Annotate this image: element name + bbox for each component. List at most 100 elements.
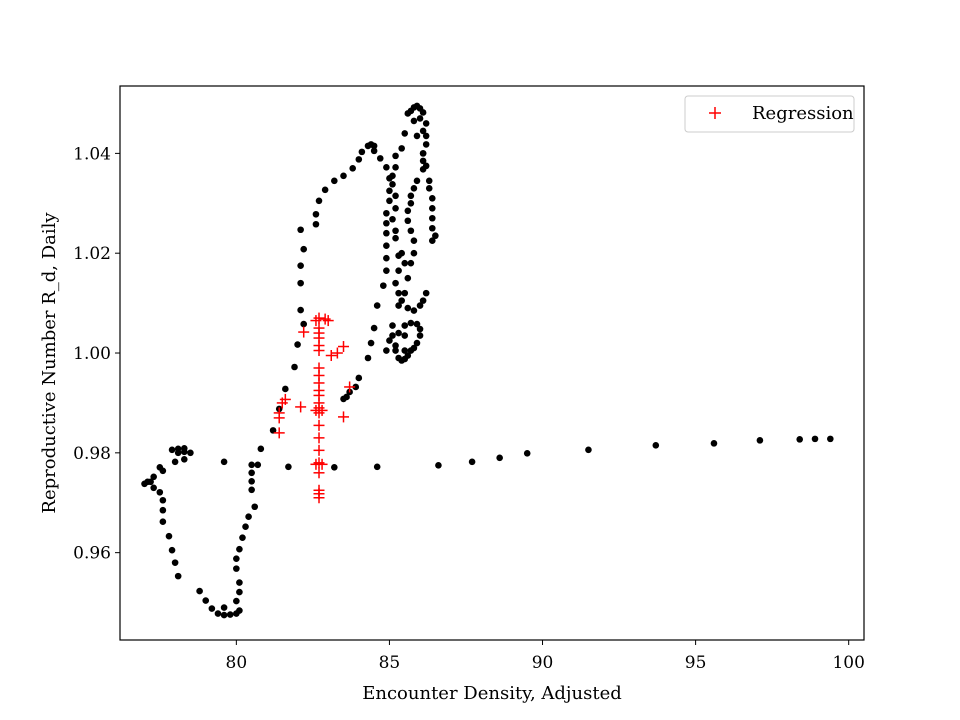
regression-point — [310, 315, 322, 327]
data-point — [407, 227, 415, 235]
data-point — [585, 446, 592, 454]
regression-point — [313, 467, 325, 479]
regression-point — [322, 315, 334, 327]
data-point — [370, 142, 378, 150]
data-point — [796, 436, 804, 443]
data-point — [428, 214, 436, 222]
data-point — [245, 513, 252, 521]
data-point — [383, 219, 390, 227]
data-point — [419, 150, 427, 157]
data-point — [425, 177, 433, 185]
data-point — [523, 450, 531, 457]
data-point — [416, 302, 424, 309]
data-point — [236, 545, 243, 553]
data-point — [171, 458, 179, 466]
data-point — [159, 506, 167, 514]
x-tick-label: 95 — [685, 653, 707, 673]
data-point — [150, 473, 157, 481]
data-point — [355, 374, 363, 382]
y-tick-label: 1.02 — [73, 244, 111, 264]
data-point — [349, 165, 356, 172]
data-point — [392, 152, 399, 160]
data-point — [756, 437, 764, 444]
y-tick-label: 1.00 — [73, 344, 111, 364]
data-point — [428, 194, 436, 202]
regression-point — [316, 404, 328, 416]
data-point — [226, 611, 234, 618]
data-point — [422, 162, 430, 170]
data-point — [220, 611, 228, 619]
data-point — [419, 297, 427, 304]
regression-point — [273, 427, 285, 439]
data-point — [407, 319, 415, 327]
legend-marker-plus-icon — [709, 107, 721, 119]
data-point — [386, 337, 393, 344]
data-point — [401, 259, 409, 267]
data-point — [410, 344, 418, 352]
data-point — [398, 145, 405, 152]
data-point — [413, 320, 421, 328]
regression-series — [273, 312, 356, 504]
data-point — [428, 204, 436, 212]
data-point — [165, 532, 173, 540]
data-point — [373, 463, 381, 471]
data-point — [300, 245, 308, 253]
data-point — [392, 342, 399, 349]
data-point — [425, 185, 433, 192]
data-point — [383, 242, 390, 250]
data-point — [370, 147, 378, 155]
data-point — [401, 347, 409, 354]
data-point — [416, 325, 424, 333]
data-point — [257, 445, 265, 453]
data-point — [168, 446, 176, 454]
data-point — [386, 197, 393, 205]
data-point — [395, 329, 402, 337]
data-point — [404, 274, 412, 282]
data-point — [340, 172, 347, 180]
plot-frame — [119, 85, 865, 641]
data-point — [383, 209, 390, 217]
data-point — [392, 234, 399, 242]
regression-point — [316, 458, 328, 470]
data-point — [174, 445, 182, 453]
regression-point — [313, 492, 325, 504]
y-axis-label: Reproductive Number R_d, Daily — [39, 212, 60, 514]
data-point — [282, 385, 289, 393]
data-point — [291, 363, 298, 371]
data-point — [389, 322, 396, 329]
data-point — [435, 462, 442, 469]
x-axis: 80 85 90 95 100 — [226, 640, 865, 673]
legend: Regression — [684, 95, 855, 133]
regression-point — [273, 412, 285, 424]
data-point — [180, 445, 188, 452]
x-tick-label: 100 — [832, 653, 864, 673]
data-point — [383, 229, 390, 237]
data-point — [398, 297, 405, 304]
data-point — [355, 156, 363, 163]
data-point — [239, 534, 246, 541]
y-tick-label: 0.98 — [73, 444, 111, 464]
data-point — [383, 347, 390, 354]
data-point — [297, 262, 304, 269]
data-point — [413, 339, 421, 347]
data-point — [395, 302, 402, 309]
regression-point — [313, 432, 325, 444]
data-point — [389, 172, 396, 180]
data-point — [236, 588, 243, 596]
data-point — [340, 395, 347, 403]
data-point — [376, 155, 384, 162]
data-point — [422, 132, 430, 140]
data-point — [208, 605, 216, 612]
data-point — [392, 347, 399, 354]
data-point — [312, 210, 320, 218]
data-point — [358, 148, 366, 156]
y-axis: 0.96 0.98 1.00 1.02 1.04 — [73, 144, 120, 564]
data-point — [248, 486, 255, 494]
data-point — [410, 307, 418, 314]
legend-label-regression: Regression — [752, 103, 854, 124]
data-point — [220, 604, 228, 611]
data-point — [380, 282, 387, 289]
data-point — [811, 435, 819, 443]
data-point — [389, 215, 396, 223]
